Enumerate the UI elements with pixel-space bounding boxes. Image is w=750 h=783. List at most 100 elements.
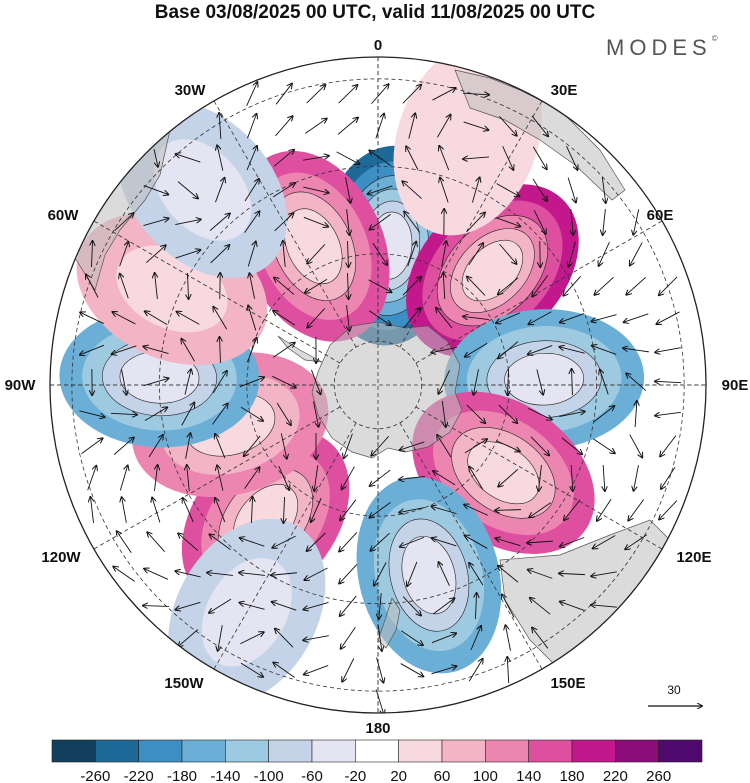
wind-vector	[440, 178, 449, 203]
wind-vector	[311, 369, 320, 394]
wind-vector	[532, 275, 549, 297]
wind-vector	[154, 465, 157, 491]
wind-vector	[146, 245, 165, 264]
wind-vector	[533, 210, 546, 233]
wind-vector	[527, 541, 554, 543]
colorbar-swatch	[571, 739, 616, 763]
wind-vector	[304, 665, 329, 674]
wind-vector	[465, 536, 488, 549]
wind-vector	[184, 369, 191, 395]
wind-vector	[462, 93, 489, 95]
wind-vector	[473, 369, 479, 395]
wind-vector	[144, 407, 167, 422]
wind-vector	[563, 276, 582, 295]
wind-vector	[212, 403, 227, 425]
wind-vector	[399, 475, 425, 479]
wind-vector	[625, 534, 648, 550]
wind-vector	[628, 499, 645, 521]
wind-vector	[569, 241, 576, 266]
wind-vector	[347, 209, 350, 235]
colorbar-swatch	[615, 739, 659, 763]
wind-vector	[657, 311, 680, 324]
wind-vector	[275, 84, 292, 105]
wind-vector	[495, 217, 520, 227]
wind-vector	[145, 311, 168, 326]
wind-vector	[528, 345, 553, 355]
wind-vector	[496, 183, 520, 197]
lon-label-150e: 150E	[550, 675, 585, 692]
wind-vector	[278, 465, 289, 490]
wind-vector	[209, 534, 231, 550]
wind-vector	[433, 598, 455, 615]
wind-vector	[272, 602, 297, 611]
wind-vector	[463, 316, 489, 321]
wind-vector	[143, 185, 168, 195]
wind-vector	[432, 538, 457, 547]
wind-vector	[210, 245, 230, 264]
wind-vector	[528, 407, 551, 419]
wind-vector	[369, 214, 391, 229]
colorbar-swatch	[311, 739, 356, 763]
colorbar-tick-label: -220	[124, 768, 154, 783]
wind-vector	[507, 657, 508, 684]
wind-vector	[431, 346, 457, 352]
meridian-line	[93, 220, 341, 364]
lon-label-0: 0	[374, 37, 382, 54]
wind-vector	[339, 564, 358, 583]
wind-vector	[529, 502, 551, 518]
brand-name: MODES	[606, 35, 712, 60]
wind-vector	[307, 244, 326, 263]
wind-vector	[273, 311, 296, 326]
colorbar-tick-label: -20	[344, 768, 366, 783]
wind-vector	[185, 433, 191, 459]
new-zealand-land	[377, 597, 401, 649]
wind-vector	[375, 114, 384, 139]
wind-vector	[121, 369, 127, 395]
wind-vector	[119, 242, 129, 267]
wind-vector	[244, 435, 261, 456]
wind-vector	[659, 276, 678, 295]
wind-vector	[215, 178, 224, 203]
wind-vector	[215, 498, 226, 523]
wind-vector	[244, 211, 260, 233]
wind-vector	[660, 435, 677, 457]
colorbar-tick-label: 140	[516, 768, 541, 783]
lon-label-30e: 30E	[551, 82, 578, 99]
wind-vector	[633, 209, 640, 234]
wind-vector	[406, 146, 419, 170]
wind-vector	[239, 573, 265, 576]
wind-vector	[471, 178, 479, 203]
meridian-line	[415, 220, 663, 364]
wind-vector	[629, 434, 642, 458]
colorbar-tick-label: 180	[559, 768, 584, 783]
wind-vector	[304, 567, 328, 580]
wind-vector	[530, 436, 549, 456]
wind-vector	[400, 630, 423, 645]
wind-vector	[280, 433, 286, 458]
brand-mark: ©	[711, 34, 718, 43]
wind-vector	[175, 250, 201, 259]
wind-vector	[592, 438, 615, 453]
wind-vector	[560, 537, 585, 546]
meridian-line	[213, 100, 357, 348]
wind-vector	[502, 145, 514, 170]
wind-vector	[372, 242, 387, 265]
wind-vector	[466, 404, 485, 423]
wind-vector	[272, 535, 296, 548]
wind-vector	[178, 533, 199, 551]
wind-vector	[112, 345, 137, 354]
wind-vector	[432, 88, 456, 101]
wind-vector	[600, 370, 609, 395]
wind-vector	[178, 629, 199, 647]
wind-vector	[439, 562, 450, 586]
wind-vector	[313, 401, 318, 427]
wind-vector	[566, 146, 578, 170]
wind-vector	[340, 595, 357, 616]
wind-vector	[275, 116, 292, 137]
wind-vector	[559, 411, 584, 417]
wind-vector	[143, 218, 168, 226]
wind-vector	[371, 84, 388, 105]
wind-vector	[536, 369, 543, 394]
wind-vector	[187, 465, 190, 491]
wind-vector	[307, 308, 326, 327]
